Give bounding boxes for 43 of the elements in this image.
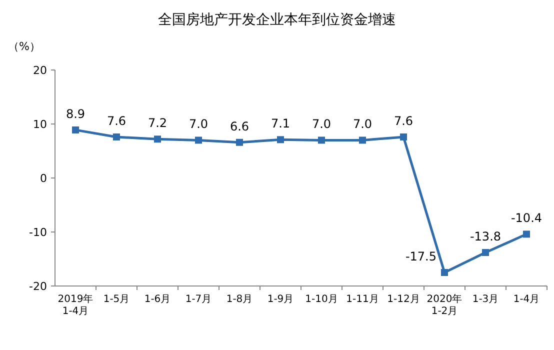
data-label: 7.6 [394,114,414,128]
point [482,249,489,256]
y-tick-label: -20 [29,280,47,293]
data-label: -13.8 [470,230,502,244]
point [441,269,448,276]
y-tick-label: 10 [33,118,47,131]
x-tick-label: 1-6月 [144,294,171,305]
y-axis-title: （%） [8,40,40,53]
data-label: 7.1 [270,116,290,131]
point [195,136,202,144]
data-label: 7.0 [352,117,372,132]
point [72,126,79,134]
data-label: -10.4 [510,211,542,226]
x-tick-label: 1-12月 [387,294,420,305]
data-label: -17.5 [405,250,436,264]
data-label: 7.2 [148,116,168,130]
x-tick-label: 1-4月 [513,294,540,305]
point [113,133,120,140]
data-label: 6.6 [230,119,250,134]
point [236,138,243,146]
data-label: 7.0 [188,117,208,132]
point [154,136,161,143]
x-tick-label: 1-8月 [226,294,253,305]
chart-title: 全国房地产开发企业本年到位资金增速 [158,12,396,28]
point [318,136,325,144]
x-tick-label: 1-11月 [346,294,379,305]
data-label: 7.0 [312,117,332,132]
y-tick-label: 0 [40,172,47,185]
data-label: 7.6 [106,114,126,128]
x-tick-label: 1-7月 [185,294,212,305]
y-tick-label: 20 [33,64,47,77]
x-tick-label: 1-9月 [267,294,294,305]
x-tick-label: 2019年 1-4月 [58,293,94,317]
point [400,133,407,140]
point [523,230,530,238]
point [359,136,366,144]
data-label: 8.9 [66,106,86,121]
x-tick-label: 1-10月 [305,294,338,305]
y-tick-label: -10 [29,226,47,239]
point [277,136,284,144]
x-tick-label: 1-5月 [103,294,130,305]
x-tick-label: 2020年 1-2月 [426,293,462,317]
x-tick-label: 1-3月 [472,294,499,305]
